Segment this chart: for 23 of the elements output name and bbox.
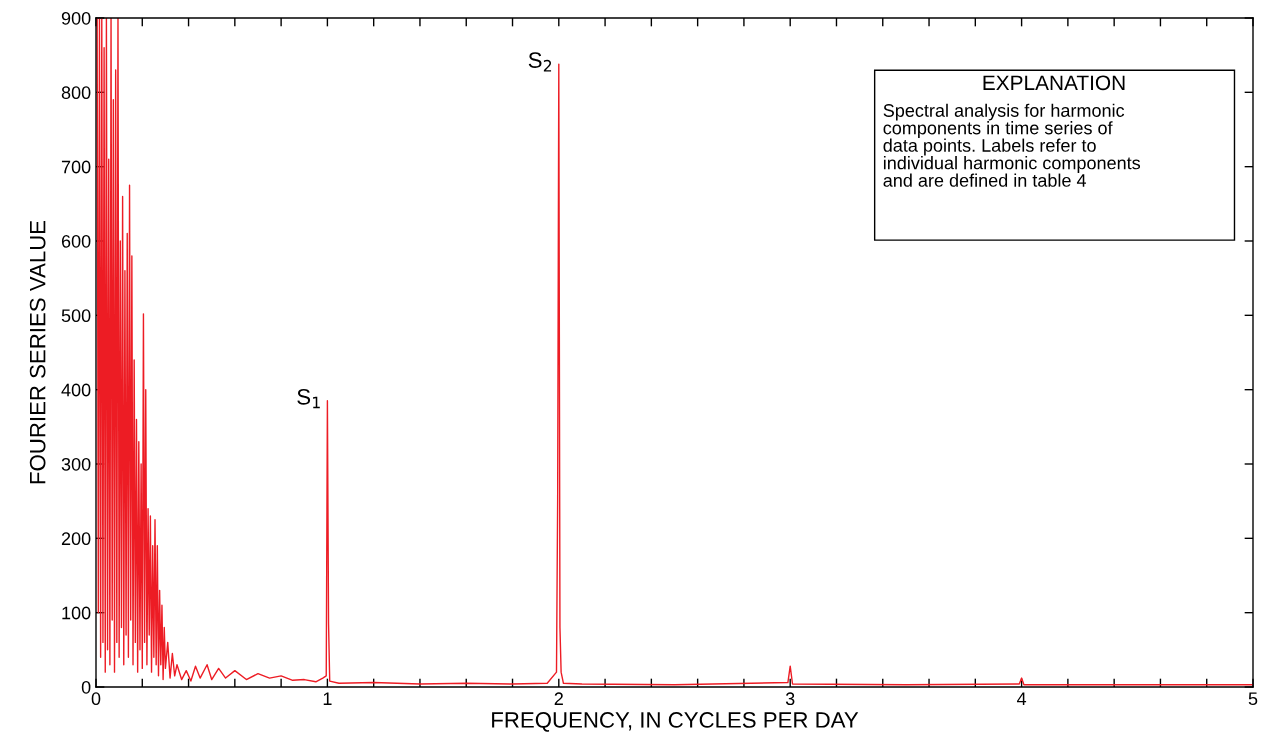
y-tick-label: 700 bbox=[61, 160, 91, 174]
x-tick-label: 4 bbox=[1016, 692, 1027, 705]
y-tick-label: 800 bbox=[61, 86, 91, 100]
line-series bbox=[96, 18, 1253, 686]
annotation: S$_{1}$ bbox=[297, 388, 320, 409]
x-tick-label: 3 bbox=[785, 692, 795, 706]
y-tick-label: 400 bbox=[61, 383, 91, 397]
y-tick-label: 300 bbox=[61, 457, 91, 471]
y-tick-label: 100 bbox=[62, 606, 91, 620]
y-axis-title: FOURIER SERIES VALUE bbox=[29, 220, 46, 484]
x-axis-title: FREQUENCY, IN CYCLES PER DAY bbox=[492, 712, 859, 732]
x-tick-label: 2 bbox=[554, 692, 563, 705]
y-tick-label: 0 bbox=[81, 680, 91, 694]
y-tick-label: 500 bbox=[61, 309, 91, 323]
annotation: Spectral analysis for harmonic components in time series of data points. Labels refer to individual harmonic components and are defined in table 4 bbox=[883, 103, 1141, 187]
x-tick-label: 0 bbox=[91, 692, 101, 706]
y-tick-label: 200 bbox=[61, 532, 91, 546]
annotation: S$_{2}$ bbox=[528, 52, 552, 72]
y-tick-label: 900 bbox=[61, 11, 91, 25]
annotation: EXPLANATION bbox=[983, 75, 1125, 91]
y-tick-label: 600 bbox=[61, 234, 91, 248]
x-tick-label: 1 bbox=[323, 692, 332, 705]
x-tick-label: 5 bbox=[1248, 692, 1258, 706]
